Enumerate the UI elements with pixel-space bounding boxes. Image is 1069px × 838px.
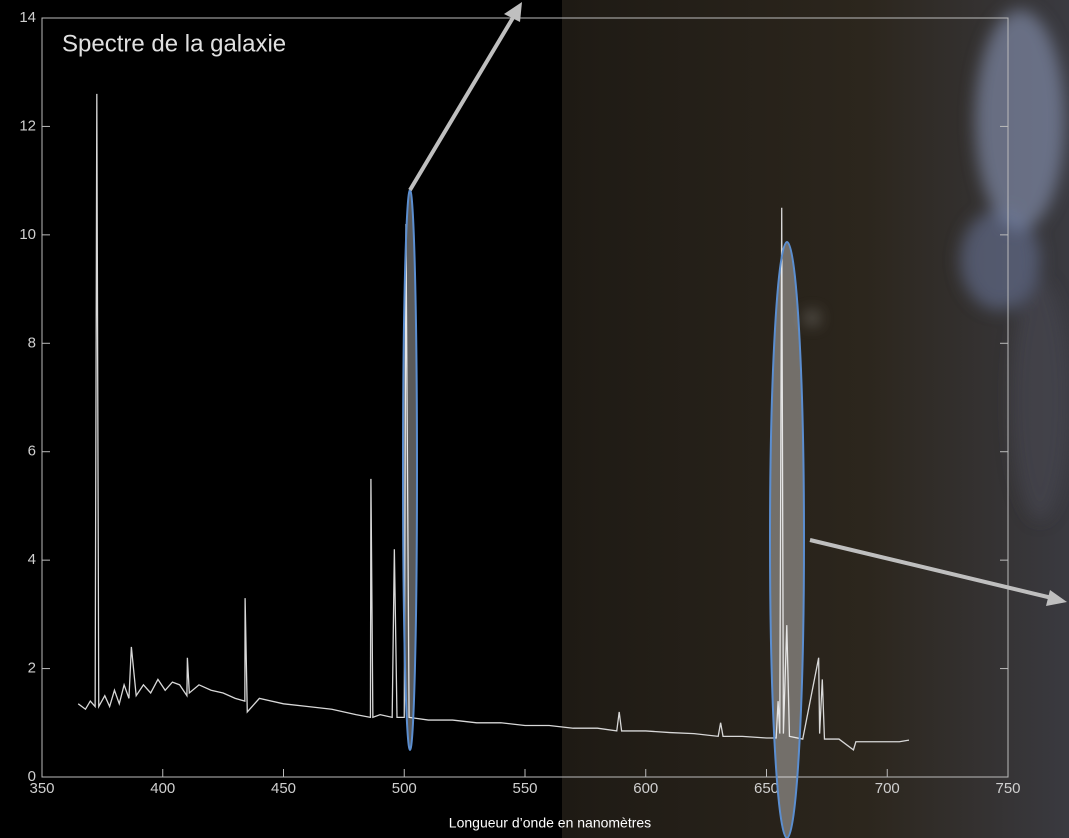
y-tick-label: 4 [28, 551, 36, 568]
x-tick-label: 550 [512, 780, 537, 797]
highlight-ellipse [403, 190, 417, 750]
x-tick-label: 650 [754, 780, 779, 797]
x-tick-label: 600 [633, 780, 658, 797]
x-tick-label: 750 [995, 780, 1020, 797]
y-tick-label: 14 [19, 9, 36, 26]
x-tick-label: 700 [875, 780, 900, 797]
highlight-ellipse [770, 242, 804, 838]
x-tick-label: 400 [150, 780, 175, 797]
x-tick-label: 450 [271, 780, 296, 797]
x-tick-label: 350 [29, 780, 54, 797]
chart: Spectre de la galaxie Longueur d’onde en… [0, 0, 1069, 838]
page: {"chart_data": {"type": "line", "title":… [0, 0, 1069, 838]
x-axis-label: Longueur d’onde en nanomètres [449, 815, 651, 831]
chart-title: Spectre de la galaxie [62, 30, 286, 57]
y-tick-label: 2 [28, 660, 36, 677]
y-tick-label: 10 [19, 226, 36, 243]
y-tick-label: 12 [19, 117, 36, 134]
y-tick-label: 6 [28, 443, 36, 460]
x-tick-label: 500 [392, 780, 417, 797]
y-tick-label: 8 [28, 334, 36, 351]
